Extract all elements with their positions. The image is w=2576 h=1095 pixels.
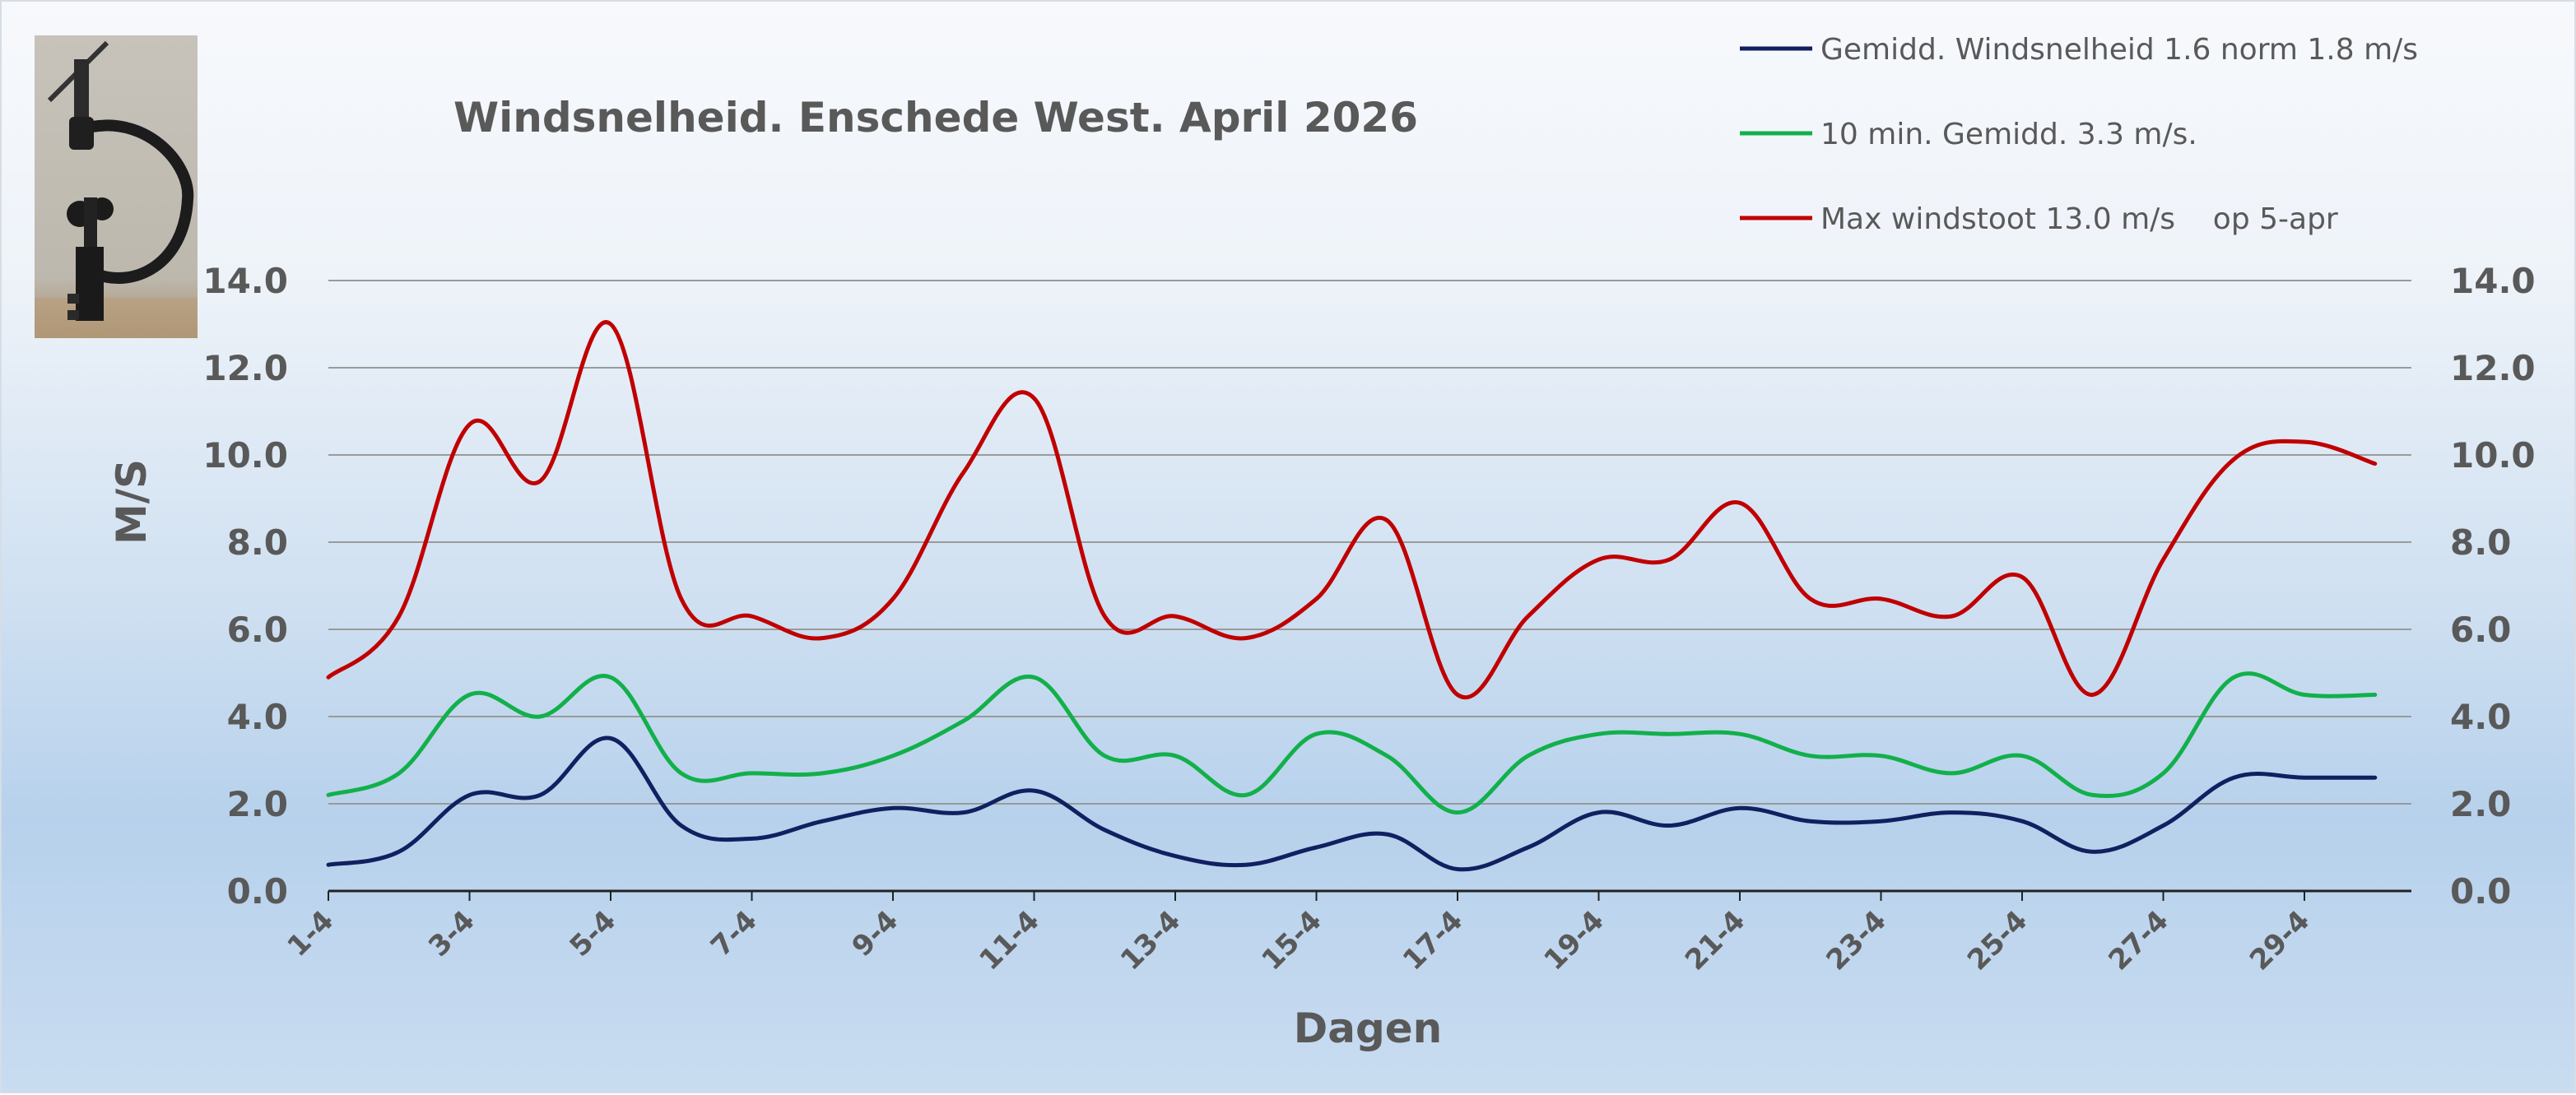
- y-axis-title: M/S: [108, 459, 156, 545]
- x-tick-label: 17-4: [1397, 904, 1469, 977]
- y-tick-label: 12.0: [2450, 348, 2536, 388]
- y-tick-label: 2.0: [2450, 784, 2511, 824]
- series-line-3: [326, 320, 2378, 699]
- y-tick-label: 12.0: [202, 348, 288, 388]
- x-tick-label: 5-4: [564, 904, 623, 963]
- y-axis-right: 0.0 2.0 4.0 6.0 8.0 10.0 12.0 14.0: [2450, 261, 2536, 912]
- legend: Gemidd. Windsnelheid 1.6 norm 1.8 m/s 10 …: [1740, 33, 2418, 236]
- anemometer-photo: [35, 35, 198, 338]
- y-tick-label: 8.0: [227, 522, 288, 563]
- x-tick-label: 19-4: [1537, 904, 1610, 977]
- legend-label: Gemidd. Windsnelheid 1.6 norm 1.8 m/s: [1820, 33, 2418, 67]
- x-tick-label: 29-4: [2244, 904, 2316, 977]
- y-tick-label: 0.0: [227, 871, 288, 912]
- legend-label: 10 min. Gemidd. 3.3 m/s.: [1820, 118, 2197, 151]
- x-tick-label: 23-4: [1820, 904, 1892, 977]
- y-tick-label: 14.0: [2450, 261, 2536, 301]
- x-tick-label: 1-4: [281, 904, 341, 963]
- y-tick-label: 14.0: [202, 261, 288, 301]
- x-axis: 1-4 3-4 5-4 7-4 9-4 11-4 13-4 15-4 17-4 19-4 21-4 2…: [281, 891, 2316, 977]
- y-tick-label: 10.0: [202, 435, 288, 476]
- y-tick-label: 6.0: [2450, 610, 2511, 650]
- y-tick-label: 6.0: [227, 610, 288, 650]
- y-tick-label: 4.0: [227, 697, 288, 737]
- y-tick-label: 8.0: [2450, 522, 2511, 563]
- x-tick-label: 9-4: [846, 904, 905, 963]
- y-tick-label: 4.0: [2450, 697, 2511, 737]
- x-tick-label: 15-4: [1255, 904, 1328, 977]
- grid-lines: [328, 280, 2411, 893]
- chart-title: Windsnelheid. Enschede West. April 2026: [453, 94, 1418, 142]
- x-tick-label: 25-4: [1961, 904, 2034, 977]
- y-axis-left: 0.0 2.0 4.0 6.0 8.0 10.0 12.0 14.0: [202, 261, 288, 912]
- y-tick-label: 0.0: [2450, 871, 2511, 912]
- x-tick-label: 11-4: [973, 904, 1045, 977]
- series-line-1: [326, 735, 2378, 872]
- x-tick-label: 21-4: [1679, 904, 1751, 977]
- series-line-2: [326, 671, 2378, 815]
- x-tick-label: 27-4: [2102, 904, 2174, 977]
- y-tick-label: 10.0: [2450, 435, 2536, 476]
- x-tick-label: 7-4: [704, 904, 764, 963]
- x-tick-label: 13-4: [1114, 904, 1187, 977]
- y-tick-label: 2.0: [227, 784, 288, 824]
- legend-label: Max windstoot 13.0 m/s op 5-apr: [1820, 202, 2338, 236]
- x-tick-label: 3-4: [422, 904, 481, 963]
- series-lines: [326, 320, 2378, 872]
- x-axis-title: Dagen: [1294, 1005, 1443, 1052]
